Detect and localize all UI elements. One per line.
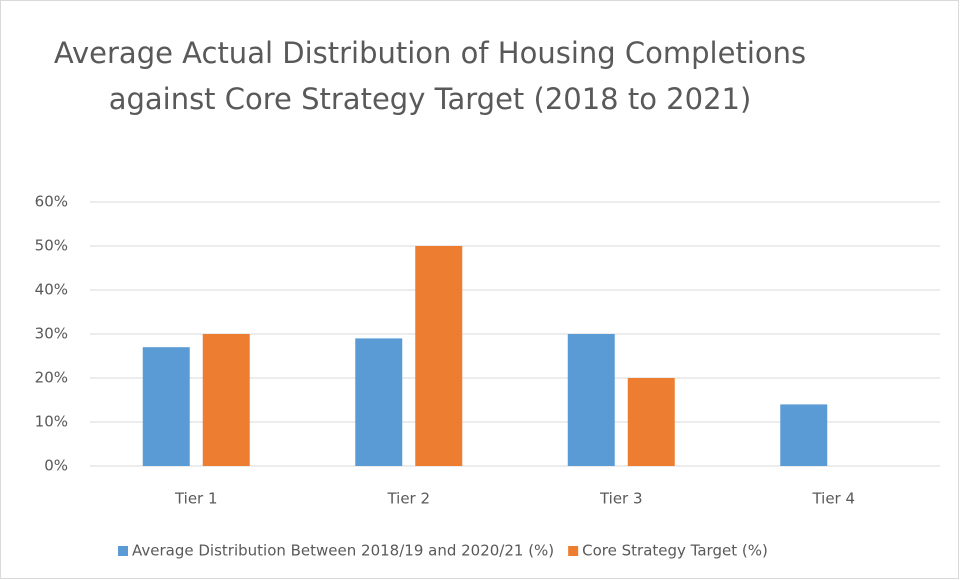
y-tick-label: 10% [35,413,68,431]
chart-title: Average Actual Distribution of Housing C… [53,36,807,116]
bar [415,246,463,466]
y-tick-label: 0% [44,457,68,475]
bar [780,404,828,466]
bar [142,347,190,466]
bar [202,334,250,466]
y-tick-label: 30% [35,325,68,343]
legend-swatch [568,546,579,556]
x-tick-label: Tier 3 [599,490,643,508]
bar [355,338,403,466]
bar [627,378,675,466]
legend-label: Core Strategy Target (%) [582,542,768,560]
x-tick-label: Tier 1 [174,490,218,508]
legend-label: Average Distribution Between 2018/19 and… [132,542,554,560]
x-tick-label: Tier 2 [386,490,430,508]
y-tick-label: 50% [35,237,68,255]
y-tick-label: 60% [35,193,68,211]
y-tick-label: 40% [35,281,68,299]
y-tick-label: 20% [35,369,68,387]
x-tick-label: Tier 4 [811,490,855,508]
legend-swatch [118,546,128,556]
bar [567,334,615,466]
